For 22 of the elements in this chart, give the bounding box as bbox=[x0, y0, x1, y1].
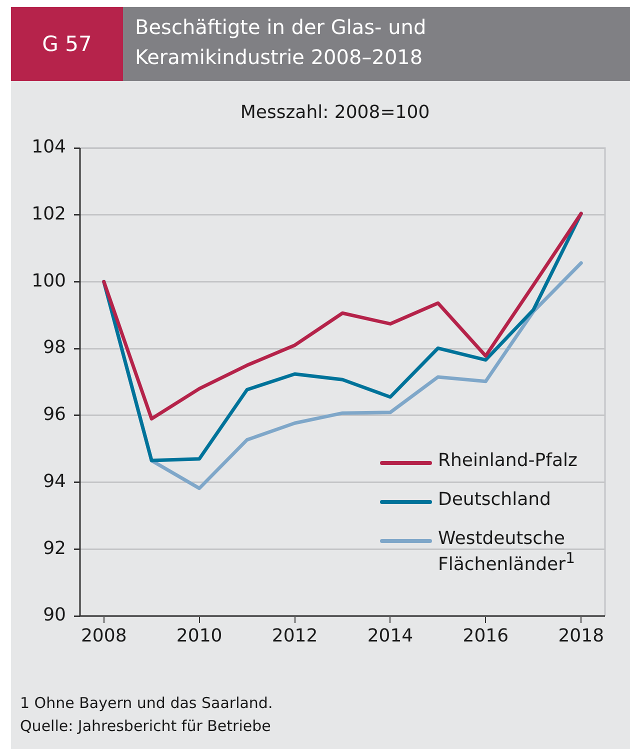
y-tick-label: 98 bbox=[43, 337, 66, 358]
x-tick-label: 2014 bbox=[367, 625, 414, 646]
y-tick-label: 92 bbox=[43, 538, 66, 559]
x-tick-label: 2018 bbox=[558, 625, 604, 646]
y-tick-label: 104 bbox=[32, 136, 66, 158]
y-tick-label: 94 bbox=[43, 470, 66, 492]
x-tick-label: 2012 bbox=[272, 625, 318, 646]
text: 1 Ohne Bayern und das Saarland. bbox=[20, 694, 273, 712]
y-tick-label: 102 bbox=[32, 204, 66, 225]
y-tick-label: 96 bbox=[43, 404, 66, 426]
legend-label: Westdeutsche Flächenländer$^{1}$ bbox=[438, 528, 576, 575]
x-tick-label: 2010 bbox=[176, 625, 222, 646]
chart-subtitle: Messzahl: 2008=100 bbox=[239, 102, 431, 123]
x-tick-label: 2016 bbox=[462, 625, 509, 646]
legend-label: Rheinland-Pfalz bbox=[438, 450, 578, 471]
legend-label: Deutschland bbox=[438, 489, 551, 510]
source-note: Quelle: Jahresbericht für Betriebe bbox=[20, 717, 271, 735]
x-tick-label: 2008 bbox=[80, 625, 127, 646]
chart-title: Beschäftigte in der Glas- und Keramikindustrie 2008–2018 bbox=[135, 14, 428, 71]
y-tick-label: 90 bbox=[43, 604, 66, 626]
y-tick-label: 100 bbox=[32, 270, 66, 292]
text: G 57 bbox=[11, 7, 123, 81]
